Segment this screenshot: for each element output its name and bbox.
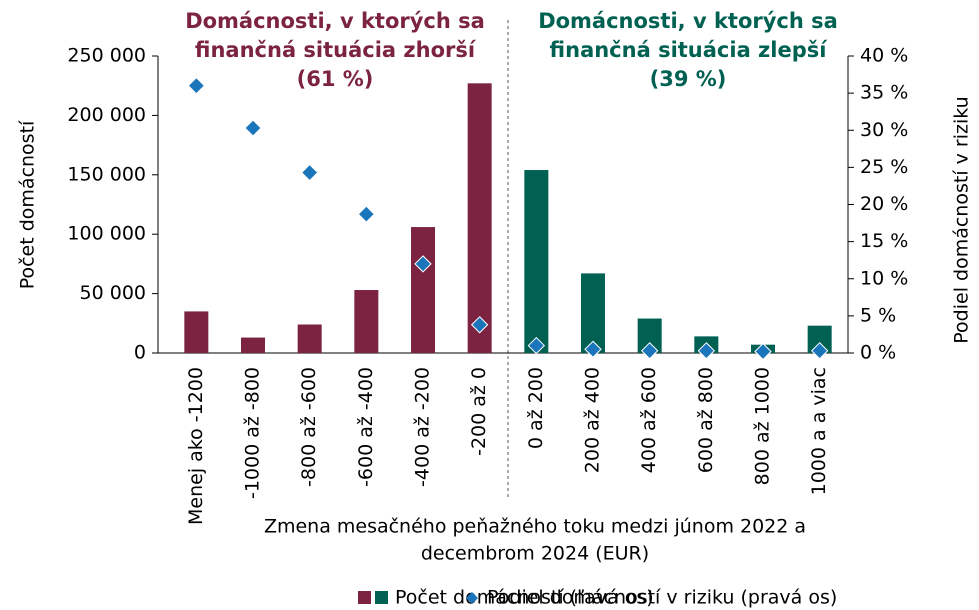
annotation: finančná situácia zlepší	[550, 38, 829, 62]
bar	[581, 273, 605, 353]
x-tick-label: -600 až -400	[355, 367, 377, 487]
x-tick-label: 600 až 800	[695, 367, 717, 473]
y-tick-label: 0	[134, 342, 146, 364]
y2-tick-label: 30 %	[860, 119, 908, 141]
y-tick-label: 50 000	[80, 282, 146, 304]
y2-axis-label: Podiel domácností v riziku	[951, 96, 973, 343]
y2-tick-label: 5 %	[860, 304, 896, 326]
annotation: finančná situácia zhorší	[195, 38, 477, 62]
legend-label: Počet domácností (ľavá os)	[395, 587, 654, 609]
x-tick-label: -200 až 0	[468, 367, 490, 456]
legend-swatch	[375, 591, 388, 604]
y-tick-label: 200 000	[67, 104, 146, 126]
y-tick-label: 100 000	[67, 223, 146, 245]
y2-tick-label: 0 %	[860, 342, 896, 364]
bar	[354, 290, 379, 353]
bar	[241, 337, 265, 353]
legend-swatch	[466, 592, 478, 604]
marker	[244, 119, 262, 137]
x-axis-label: decembrom 2024 (EUR)	[421, 543, 649, 565]
annotation: (61 %)	[297, 67, 374, 91]
annotation: Domácnosti, v ktorých sa	[185, 9, 485, 33]
y-axis-label: Počet domácností	[17, 120, 39, 289]
bar	[297, 324, 322, 353]
x-tick-label: 400 až 600	[638, 367, 660, 473]
y2-tick-label: 35 %	[860, 82, 908, 104]
y2-tick-label: 10 %	[860, 267, 908, 289]
y2-tick-label: 20 %	[860, 193, 908, 215]
y2-tick-label: 15 %	[860, 230, 908, 252]
y-tick-label: 150 000	[67, 163, 146, 185]
x-tick-label: -800 až -600	[298, 367, 320, 487]
annotation: (39 %)	[650, 67, 727, 91]
x-tick-label: Menej ako -1200	[185, 367, 207, 525]
marker	[584, 340, 602, 358]
bar	[524, 170, 549, 353]
y2-tick-label: 40 %	[860, 45, 908, 67]
marker	[414, 255, 432, 273]
y2-tick-label: 25 %	[860, 156, 908, 178]
x-tick-label: -1000 až -800	[242, 367, 264, 499]
marker	[754, 342, 772, 361]
marker	[810, 342, 829, 360]
x-axis-label: Zmena mesačného peňažného toku medzi jún…	[264, 516, 806, 538]
x-tick-label: 1000 a a viac	[808, 367, 830, 495]
x-tick-label: -400 až -200	[412, 367, 434, 487]
marker	[300, 163, 319, 182]
marker	[527, 336, 546, 355]
annotation: Domácnosti, v ktorých sa	[538, 9, 838, 33]
legend-swatch	[358, 591, 371, 604]
marker	[187, 76, 206, 95]
bar	[411, 227, 435, 353]
x-tick-label: 800 až 1000	[752, 367, 774, 485]
bar	[184, 311, 209, 353]
marker	[697, 342, 716, 360]
x-tick-label: 0 až 200	[525, 367, 547, 449]
marker	[357, 205, 376, 223]
marker	[470, 316, 489, 334]
marker	[640, 342, 659, 360]
bar	[467, 83, 492, 353]
y-tick-label: 250 000	[67, 45, 146, 67]
legend-label: Podiel domácností v riziku (pravá os)	[487, 587, 837, 609]
x-tick-label: 200 až 400	[582, 367, 604, 473]
